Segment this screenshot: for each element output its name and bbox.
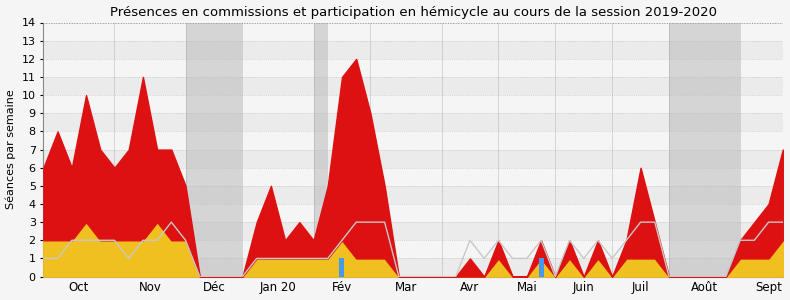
- Bar: [43, 77, 783, 95]
- Bar: [314, 22, 328, 277]
- Bar: [43, 149, 783, 168]
- Bar: [186, 22, 243, 277]
- Bar: [43, 22, 783, 40]
- Bar: [43, 186, 783, 204]
- Bar: [43, 222, 783, 240]
- Bar: [43, 59, 783, 77]
- Title: Présences en commissions et participation en hémicycle au cours de la session 20: Présences en commissions et participatio…: [110, 6, 717, 19]
- Bar: [43, 113, 783, 131]
- Bar: [43, 240, 783, 258]
- Bar: [43, 168, 783, 186]
- Bar: [539, 258, 544, 277]
- Bar: [43, 40, 783, 59]
- Bar: [43, 95, 783, 113]
- Bar: [43, 131, 783, 149]
- Bar: [669, 22, 740, 277]
- Y-axis label: Séances par semaine: Séances par semaine: [6, 90, 16, 209]
- Bar: [43, 204, 783, 222]
- Bar: [43, 258, 783, 277]
- Bar: [340, 258, 344, 277]
